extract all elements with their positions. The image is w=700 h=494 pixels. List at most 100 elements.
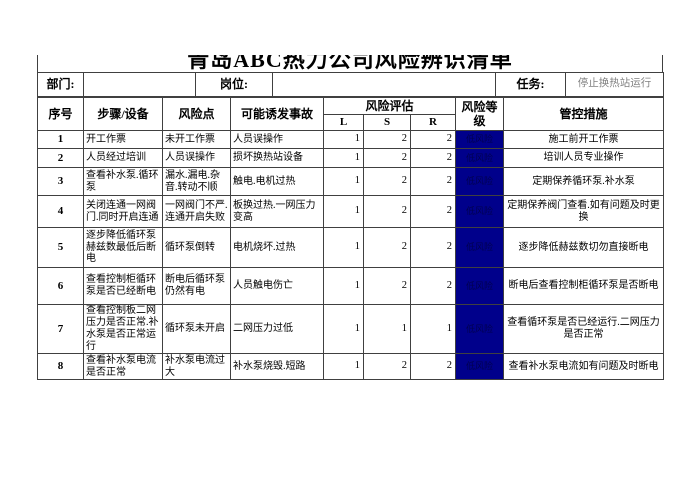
cell-l: 1	[323, 130, 364, 149]
cell-measures: 查看补水泵电流如有问题及时断电	[503, 353, 664, 380]
cell-l: 1	[323, 304, 364, 354]
cell-r: 2	[410, 267, 456, 305]
cell-step: 开工作票	[83, 130, 163, 149]
cell-r: 2	[410, 227, 456, 268]
cell-no: 1	[37, 130, 84, 149]
cell-accident: 电机烧坏.过热	[230, 227, 324, 268]
table-row: 2 人员经过培训 人员误操作 损坏换热站设备 1 2 2 低风险 培训人员专业操…	[37, 148, 664, 168]
cell-accident: 人员误操作	[230, 130, 324, 149]
cell-accident: 人员触电伤亡	[230, 267, 324, 305]
table-row: 7 查看控制板二网压力是否正常.补水泵是否正常运行 循环泵未开启 二网压力过低 …	[37, 304, 664, 354]
cell-accident: 损坏换热站设备	[230, 148, 324, 168]
header-row-1: 序号 步骤/设备 风险点 可能诱发事故 风险评估 风险等级 管控措施	[37, 97, 664, 131]
cell-measures: 施工前开工作票	[503, 130, 664, 149]
cell-measures: 逐步降低赫兹数切勿直接断电	[503, 227, 664, 268]
cell-l: 1	[323, 227, 364, 268]
cell-risk: 补水泵电流过大	[162, 353, 231, 380]
cell-step: 查看补水泵电流是否正常	[83, 353, 163, 380]
post-label: 岗位:	[195, 72, 273, 97]
cell-risk: 循环泵倒转	[162, 227, 231, 268]
cell-measures: 查看循环泵是否已经运行.二网压力是否正常	[503, 304, 664, 354]
cell-no: 3	[37, 167, 84, 196]
cell-r: 2	[410, 195, 456, 228]
cell-step: 查看控制柜循环泵是否已经断电	[83, 267, 163, 305]
col-header-level: 风险等级	[455, 97, 504, 131]
cell-s: 2	[363, 353, 411, 380]
cell-l: 1	[323, 353, 364, 380]
cell-risk-level: 低风险	[455, 267, 504, 305]
cell-step: 查看控制板二网压力是否正常.补水泵是否正常运行	[83, 304, 163, 354]
cell-risk-level: 低风险	[455, 195, 504, 228]
table-row: 8 查看补水泵电流是否正常 补水泵电流过大 补水泵烧毁.短路 1 2 2 低风险…	[37, 353, 664, 380]
cell-measures: 培训人员专业操作	[503, 148, 664, 168]
cell-s: 2	[363, 148, 411, 168]
col-header-assessment: 风险评估	[323, 97, 456, 115]
cell-s: 2	[363, 130, 411, 149]
col-header-r: R	[410, 114, 456, 131]
cell-risk-level: 低风险	[455, 353, 504, 380]
sheet-title-strip: 青岛ABC热力公司风险辨识清单	[37, 55, 663, 72]
cell-risk-level: 低风险	[455, 130, 504, 149]
table-row: 5 逐步降低循环泵赫兹数最低后断电 循环泵倒转 电机烧坏.过热 1 2 2 低风…	[37, 227, 664, 268]
cell-risk: 漏水.漏电.杂音.转动不顺	[162, 167, 231, 196]
cell-l: 1	[323, 195, 364, 228]
info-row-table: 部门: 岗位: 任务: 停止换热站运行	[37, 72, 664, 97]
cell-risk-level: 低风险	[455, 148, 504, 168]
col-header-measures: 管控措施	[503, 97, 664, 131]
cell-accident: 补水泵烧毁.短路	[230, 353, 324, 380]
table-row: 6 查看控制柜循环泵是否已经断电 断电后循环泵仍然有电 人员触电伤亡 1 2 2…	[37, 267, 664, 305]
cell-l: 1	[323, 148, 364, 168]
cell-risk: 人员误操作	[162, 148, 231, 168]
cell-r: 1	[410, 304, 456, 354]
cell-no: 7	[37, 304, 84, 354]
cell-measures: 定期保养循环泵.补水泵	[503, 167, 664, 196]
cell-risk-level: 低风险	[455, 304, 504, 354]
cell-no: 5	[37, 227, 84, 268]
table-row: 3 查看补水泵.循环泵 漏水.漏电.杂音.转动不顺 触电.电机过热 1 2 2 …	[37, 167, 664, 196]
cell-risk-level: 低风险	[455, 227, 504, 268]
info-row: 部门: 岗位: 任务: 停止换热站运行	[37, 72, 664, 97]
task-value: 停止换热站运行	[565, 72, 664, 97]
col-header-no: 序号	[37, 97, 84, 131]
cell-accident: 板换过热.一网压力变高	[230, 195, 324, 228]
cell-step: 逐步降低循环泵赫兹数最低后断电	[83, 227, 163, 268]
dept-label: 部门:	[37, 72, 84, 97]
cell-risk: 循环泵未开启	[162, 304, 231, 354]
cell-r: 2	[410, 130, 456, 149]
cell-no: 4	[37, 195, 84, 228]
col-header-accident: 可能诱发事故	[230, 97, 324, 131]
col-header-l: L	[323, 114, 364, 131]
cell-s: 2	[363, 227, 411, 268]
cell-s: 2	[363, 195, 411, 228]
cell-measures: 断电后查看控制柜循环泵是否断电	[503, 267, 664, 305]
cell-accident: 触电.电机过热	[230, 167, 324, 196]
table-row: 1 开工作票 未开工作票 人员误操作 1 2 2 低风险 施工前开工作票	[37, 130, 664, 149]
cell-risk: 断电后循环泵仍然有电	[162, 267, 231, 305]
col-header-s: S	[363, 114, 411, 131]
cell-l: 1	[323, 267, 364, 305]
cell-no: 8	[37, 353, 84, 380]
post-value-cell	[272, 72, 496, 97]
cell-accident: 二网压力过低	[230, 304, 324, 354]
cell-measures: 定期保养阀门查看.如有问题及时更换	[503, 195, 664, 228]
table-row: 4 关闭连通一网阀门.同时开启连通 一网阀门不严.连通开启失败 板换过热.一网压…	[37, 195, 664, 228]
col-header-step: 步骤/设备	[83, 97, 163, 131]
risk-table: 序号 步骤/设备 风险点 可能诱发事故 风险评估 风险等级 管控措施 L S R…	[37, 97, 664, 380]
cell-step: 关闭连通一网阀门.同时开启连通	[83, 195, 163, 228]
cell-l: 1	[323, 167, 364, 196]
cell-step: 人员经过培训	[83, 148, 163, 168]
risk-identification-sheet: 青岛ABC热力公司风险辨识清单 部门: 岗位: 任务: 停止换热站运行 序号 步…	[37, 55, 664, 380]
cell-no: 6	[37, 267, 84, 305]
cell-risk: 未开工作票	[162, 130, 231, 149]
cell-no: 2	[37, 148, 84, 168]
cell-risk: 一网阀门不严.连通开启失败	[162, 195, 231, 228]
dept-value-cell	[83, 72, 196, 97]
cell-s: 1	[363, 304, 411, 354]
task-label: 任务:	[495, 72, 566, 97]
cell-step: 查看补水泵.循环泵	[83, 167, 163, 196]
cell-risk-level: 低风险	[455, 167, 504, 196]
col-header-risk: 风险点	[162, 97, 231, 131]
cell-r: 2	[410, 167, 456, 196]
cell-r: 2	[410, 148, 456, 168]
cell-s: 2	[363, 267, 411, 305]
